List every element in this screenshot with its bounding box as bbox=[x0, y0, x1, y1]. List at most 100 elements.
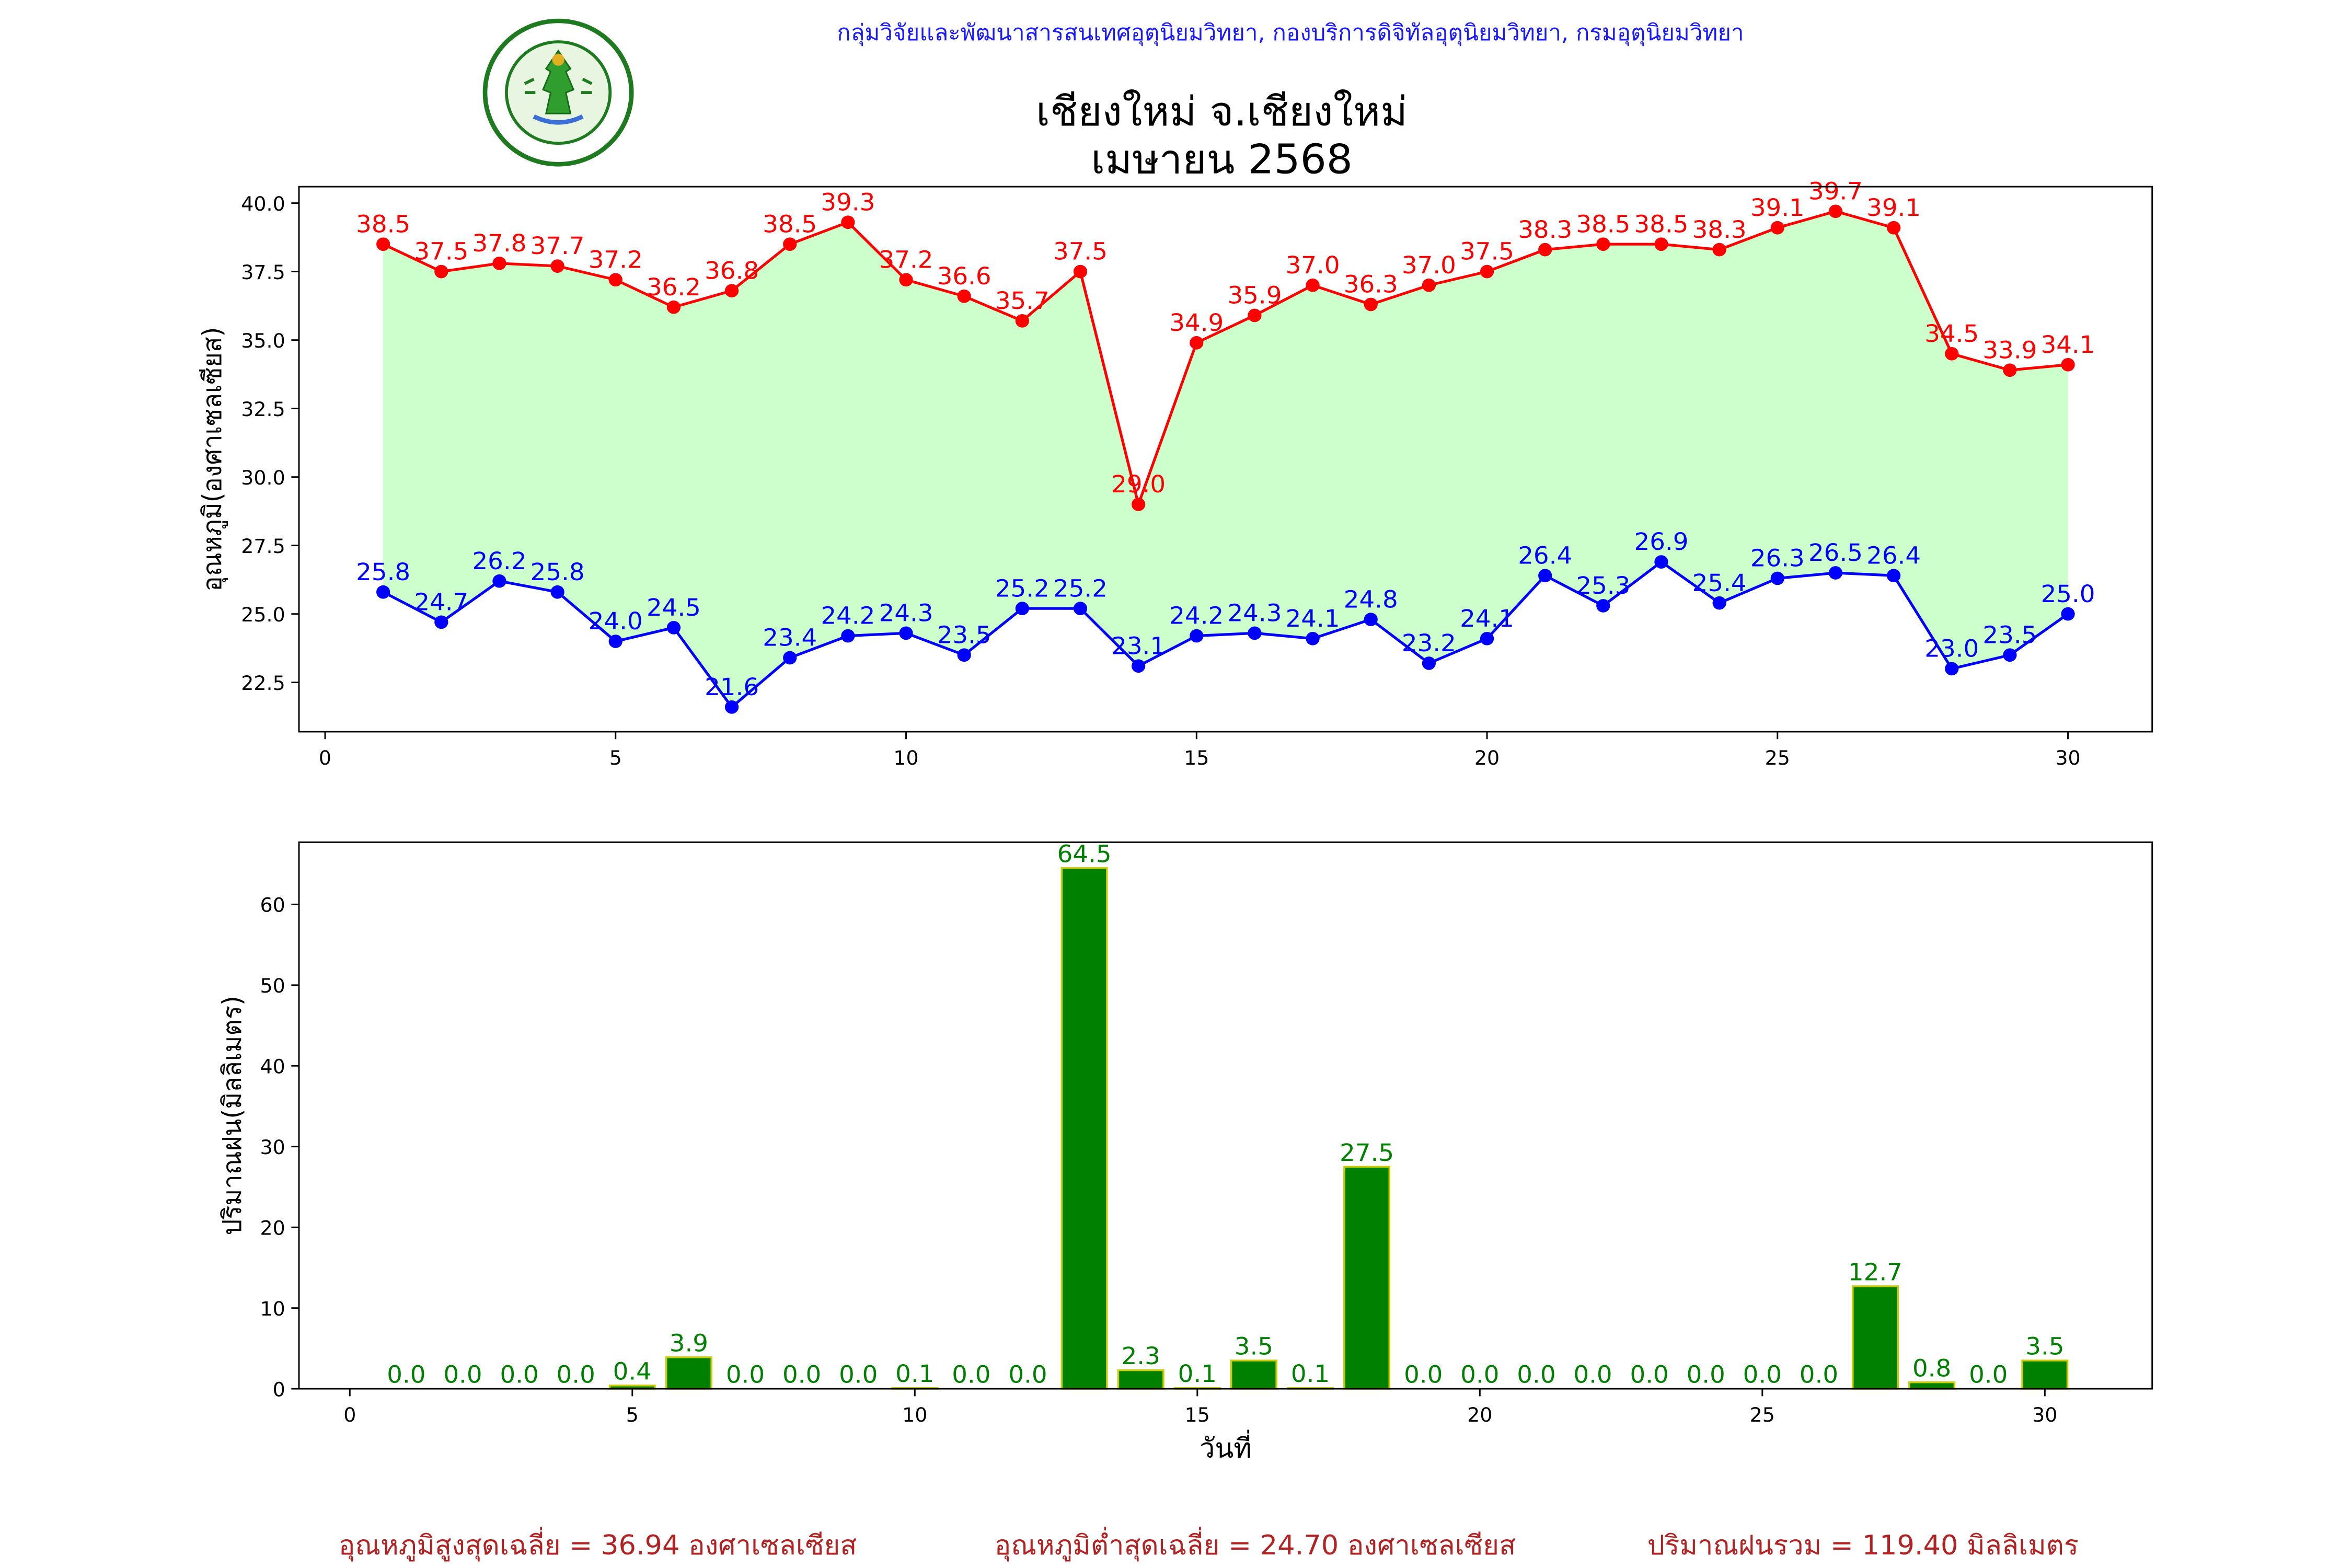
min-temperature-label: 26.9 bbox=[1634, 528, 1689, 556]
min-temperature-label: 23.5 bbox=[937, 621, 991, 649]
rainfall-x-tick-label: 25 bbox=[1750, 1403, 1775, 1426]
max-temperature-label: 37.8 bbox=[472, 229, 526, 257]
rainfall-value-label: 0.0 bbox=[726, 1361, 765, 1388]
max-temperature-label: 37.5 bbox=[1460, 237, 1514, 265]
min-temperature-label: 25.3 bbox=[1576, 572, 1630, 599]
rainfall-value-label: 0.1 bbox=[1178, 1360, 1217, 1388]
rainfall-x-tick-label: 0 bbox=[343, 1403, 356, 1426]
min-temperature-point bbox=[1480, 631, 1494, 645]
max-temperature-label: 38.3 bbox=[1518, 215, 1572, 243]
rainfall-y-tick-label: 10 bbox=[260, 1297, 285, 1320]
rainfall-plot-frame bbox=[298, 841, 2153, 1390]
min-temperature-label: 23.4 bbox=[763, 624, 817, 651]
rainfall-value-label: 2.3 bbox=[1122, 1342, 1160, 1370]
temperature-plot-frame bbox=[298, 186, 2153, 733]
min-temperature-label: 24.1 bbox=[1460, 604, 1514, 632]
max-temperature-label: 37.2 bbox=[589, 246, 643, 273]
min-temperature-label: 25.4 bbox=[1692, 569, 1747, 596]
min-temperature-label: 26.2 bbox=[472, 547, 526, 574]
max-temperature-point bbox=[1945, 347, 1959, 361]
temperature-x-tick-label: 0 bbox=[319, 746, 331, 769]
min-temperature-point bbox=[1538, 569, 1552, 583]
min-temperature-point bbox=[1654, 555, 1668, 569]
min-temperature-label: 24.0 bbox=[589, 607, 643, 635]
rainfall-bar bbox=[665, 1356, 712, 1390]
min-temperature-point bbox=[376, 585, 390, 599]
max-temperature-line bbox=[383, 210, 2068, 510]
max-temperature-point bbox=[724, 284, 739, 298]
temperature-y-tick-label: 35.0 bbox=[241, 329, 285, 352]
min-temperature-label: 24.3 bbox=[879, 599, 933, 627]
rainfall-x-tick-label: 15 bbox=[1185, 1403, 1210, 1426]
rainfall-value-label: 64.5 bbox=[1057, 840, 1112, 868]
rainfall-value-label: 0.0 bbox=[782, 1361, 821, 1388]
min-temperature-label: 26.3 bbox=[1750, 544, 1805, 572]
min-temperature-label: 24.8 bbox=[1344, 585, 1398, 613]
temperature-y-tick-label: 30.0 bbox=[241, 466, 285, 489]
chart-title-station: เชียงใหม่ จ.เชียงใหม่ bbox=[1035, 89, 1408, 136]
rainfall-value-label: 0.0 bbox=[1517, 1361, 1555, 1388]
min-temperature-label: 26.5 bbox=[1808, 539, 1863, 567]
rainfall-value-label: 0.0 bbox=[387, 1361, 425, 1388]
rainfall-x-tick-label: 10 bbox=[902, 1403, 927, 1426]
rainfall-value-label: 0.1 bbox=[895, 1360, 934, 1388]
max-temperature-point bbox=[492, 257, 506, 270]
rainfall-value-label: 3.9 bbox=[670, 1329, 708, 1357]
max-temperature-label: 33.9 bbox=[1982, 336, 2037, 364]
min-temperature-point bbox=[1306, 631, 1320, 645]
temperature-y-tick-label: 40.0 bbox=[241, 192, 285, 215]
rainfall-bar bbox=[1060, 867, 1108, 1390]
max-temperature-label: 39.7 bbox=[1808, 177, 1863, 205]
temperature-x-tick-label: 25 bbox=[1765, 746, 1790, 769]
max-temperature-point bbox=[1538, 243, 1552, 257]
min-temperature-point bbox=[434, 615, 448, 629]
rainfall-bar bbox=[1852, 1285, 1899, 1390]
min-temperature-label: 24.2 bbox=[1169, 602, 1224, 629]
max-temperature-label: 29.0 bbox=[1111, 470, 1166, 498]
max-temperature-label: 37.5 bbox=[1053, 237, 1108, 265]
rainfall-value-label: 12.7 bbox=[1848, 1258, 1903, 1286]
max-temperature-label: 37.0 bbox=[1286, 251, 1340, 279]
rainfall-y-axis-label: ปริมาณฝน(มิลลิเมตร) bbox=[217, 996, 248, 1235]
max-temperature-point bbox=[1306, 278, 1320, 292]
max-temperature-label: 36.3 bbox=[1344, 270, 1398, 298]
min-temperature-label: 24.3 bbox=[1227, 599, 1282, 627]
max-temperature-label: 37.5 bbox=[414, 237, 468, 265]
min-temperature-point bbox=[1131, 659, 1146, 673]
rainfall-value-label: 27.5 bbox=[1340, 1138, 1394, 1166]
rainfall-y-tick-label: 20 bbox=[260, 1217, 285, 1240]
temperature-x-tick-label: 30 bbox=[2055, 746, 2080, 769]
max-temperature-label: 38.5 bbox=[356, 210, 410, 238]
max-temperature-label: 34.9 bbox=[1169, 308, 1224, 336]
min-temperature-point bbox=[1828, 566, 1843, 580]
rainfall-value-label: 0.1 bbox=[1291, 1360, 1330, 1388]
min-temperature-label: 21.6 bbox=[705, 673, 759, 700]
temperature-y-tick-label: 27.5 bbox=[241, 535, 285, 558]
rainfall-bar bbox=[1117, 1369, 1165, 1390]
max-temperature-label: 39.1 bbox=[1866, 193, 1921, 221]
rainfall-bar bbox=[1343, 1166, 1391, 1390]
max-temperature-label: 38.5 bbox=[1576, 210, 1630, 238]
max-temperature-point bbox=[550, 259, 564, 273]
max-temperature-point bbox=[1886, 221, 1901, 235]
rainfall-value-label: 0.0 bbox=[500, 1361, 538, 1388]
min-temperature-point bbox=[492, 574, 506, 588]
max-temperature-label: 38.3 bbox=[1692, 215, 1747, 243]
rainfall-value-label: 0.0 bbox=[557, 1361, 595, 1388]
max-temperature-point bbox=[666, 300, 681, 314]
min-temperature-point bbox=[608, 635, 622, 648]
max-temperature-point bbox=[841, 215, 855, 229]
max-temperature-point bbox=[1015, 314, 1029, 328]
temperature-y-tick-label: 25.0 bbox=[241, 603, 285, 626]
min-temperature-point bbox=[1248, 626, 1262, 640]
min-temperature-label: 23.1 bbox=[1111, 632, 1166, 660]
min-temperature-line bbox=[382, 560, 2069, 709]
max-temperature-label: 37.7 bbox=[531, 232, 585, 260]
max-temperature-label: 39.3 bbox=[821, 188, 875, 216]
max-temperature-point bbox=[1596, 237, 1610, 251]
min-temperature-point bbox=[899, 626, 913, 640]
rainfall-y-tick-label: 0 bbox=[273, 1378, 285, 1401]
temperature-y-axis-label: อุณหภูมิ(องศาเซลเซียส) bbox=[197, 327, 228, 592]
rainfall-value-label: 0.0 bbox=[1687, 1361, 1725, 1388]
